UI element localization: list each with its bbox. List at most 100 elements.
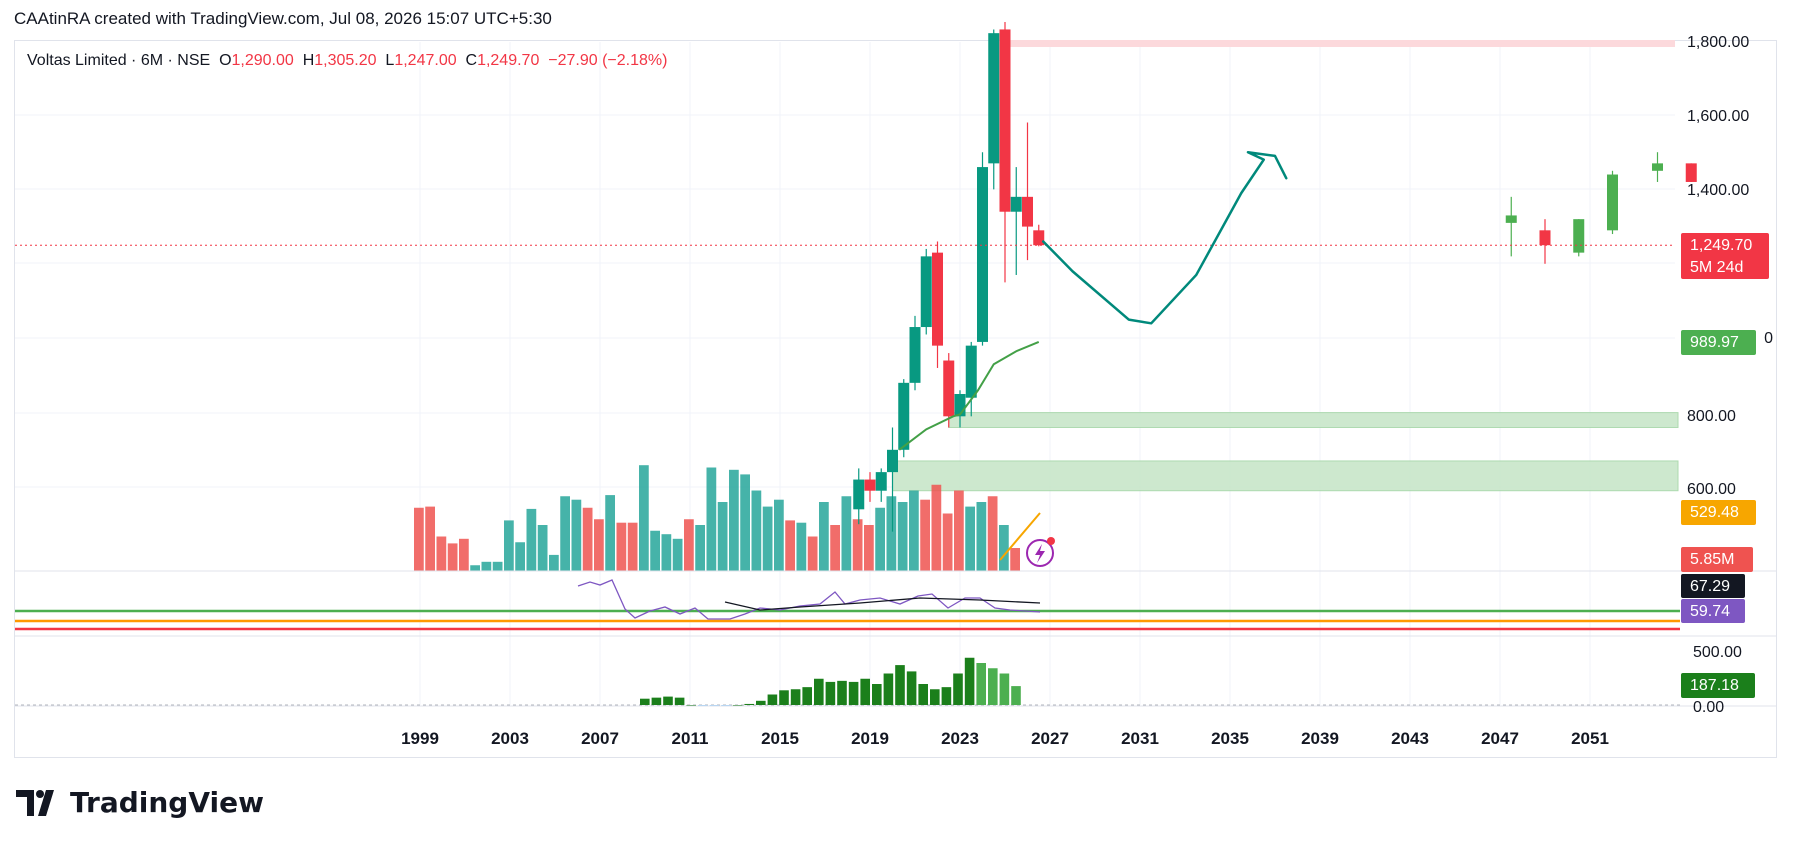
candle-body bbox=[887, 449, 898, 473]
volume-bar bbox=[886, 496, 897, 571]
volume-bar bbox=[965, 506, 975, 571]
tradingview-logo-text: TradingView bbox=[70, 786, 264, 819]
candle-body bbox=[943, 360, 955, 417]
macd-bar bbox=[663, 696, 673, 705]
volume-bar bbox=[672, 538, 683, 571]
rsi-value-tag-bg bbox=[1681, 574, 1745, 598]
volume-bar bbox=[695, 525, 705, 571]
volume-bar bbox=[639, 465, 649, 571]
y-axis-tick-label: 1,600.00 bbox=[1687, 108, 1749, 125]
x-axis-tick-label: 2003 bbox=[491, 729, 529, 748]
volume-bar bbox=[515, 542, 525, 571]
ma-value-tag-bg bbox=[1681, 330, 1756, 355]
volume-bar bbox=[931, 484, 942, 571]
volume-bar bbox=[830, 525, 840, 571]
macd-bar bbox=[953, 673, 963, 705]
legend-high-label: H bbox=[302, 52, 315, 69]
demand-zone bbox=[892, 460, 1679, 492]
volume-bar bbox=[492, 561, 503, 571]
volume-bar bbox=[785, 520, 795, 571]
candle-body bbox=[965, 345, 977, 398]
volume-bar bbox=[537, 525, 548, 571]
candle-body bbox=[875, 472, 887, 491]
volume-bar bbox=[436, 536, 447, 571]
volume-value-tag-text: 5.85M bbox=[1690, 551, 1734, 568]
candle-body bbox=[909, 327, 921, 383]
candles bbox=[15, 22, 1697, 567]
demand-zone bbox=[948, 412, 1679, 428]
candle-body bbox=[864, 479, 876, 491]
x-axis-tick-label: 2043 bbox=[1391, 729, 1429, 748]
rsi-ma-value-tag-text: 59.74 bbox=[1690, 603, 1730, 620]
volume-bar bbox=[605, 495, 615, 571]
macd-bar bbox=[814, 678, 824, 705]
rsi-value-tag-text: 67.29 bbox=[1690, 578, 1730, 595]
macd-bar bbox=[825, 681, 836, 705]
ma-line bbox=[898, 340, 1040, 451]
drawn-projection bbox=[1042, 150, 1288, 325]
last-price-tag-text: 1,249.70 bbox=[1690, 237, 1752, 254]
rsi-ma-value-tag-bg bbox=[1681, 599, 1745, 623]
volume-bar bbox=[909, 490, 919, 571]
legend-low-value: 1,247.00 bbox=[394, 52, 457, 69]
volume-bar bbox=[582, 507, 593, 571]
orange-indicator-line bbox=[999, 512, 1041, 561]
x-axis-tick-label: 2019 bbox=[851, 729, 889, 748]
alert-dot bbox=[1047, 537, 1055, 545]
volume-bar bbox=[920, 499, 930, 571]
candle-body bbox=[1022, 196, 1033, 227]
rsi-signal-line bbox=[724, 597, 1041, 611]
x-axis-tick-label: 2007 bbox=[581, 729, 619, 748]
volume-bar bbox=[729, 469, 739, 571]
volume-bar bbox=[852, 519, 863, 571]
x-axis-tick-label: 2047 bbox=[1481, 729, 1519, 748]
volume-bar bbox=[976, 502, 987, 571]
volume-bar bbox=[796, 522, 807, 571]
x-axis-tick-label: 2051 bbox=[1571, 729, 1609, 748]
macd-bar bbox=[883, 673, 894, 705]
macd-tick-label: 0.00 bbox=[1693, 699, 1724, 716]
legend-open-value: 1,290.00 bbox=[231, 52, 294, 69]
candle-body bbox=[1539, 230, 1551, 246]
candle-body bbox=[1685, 163, 1697, 182]
macd-bar bbox=[802, 687, 812, 705]
moving-average bbox=[898, 340, 1041, 561]
macd-bar bbox=[779, 690, 789, 705]
volume-bar bbox=[897, 502, 908, 571]
symbol-legend: Voltas Limited · 6M · NSE O1,290.00 H1,3… bbox=[27, 52, 667, 70]
volume-bar bbox=[819, 502, 829, 571]
volume-bar bbox=[807, 536, 818, 571]
orange-value-tag-text: 529.48 bbox=[1690, 504, 1739, 521]
volume-bar bbox=[864, 525, 874, 571]
x-axis-tick-label: 2023 bbox=[941, 729, 979, 748]
volume-bar bbox=[954, 490, 964, 571]
volume-bar bbox=[762, 506, 773, 571]
x-axis-tick-label: 2039 bbox=[1301, 729, 1339, 748]
rsi-pane bbox=[15, 579, 1680, 631]
macd-value-tag: 187.18 bbox=[1681, 673, 1755, 698]
legend-symbol: Voltas Limited · 6M · NSE bbox=[27, 52, 211, 69]
macd-bar bbox=[941, 687, 952, 705]
macd-value-tag-text: 187.18 bbox=[1690, 677, 1739, 694]
macd-bar bbox=[848, 681, 859, 705]
macd-bar bbox=[895, 665, 905, 705]
volume-value-tag: 5.85M bbox=[1681, 547, 1753, 572]
volume-bar bbox=[425, 506, 435, 571]
x-axis-tick-label: 2011 bbox=[672, 729, 709, 748]
legend-close-value: 1,249.70 bbox=[477, 52, 540, 69]
volume-bar bbox=[774, 499, 784, 571]
macd-bar bbox=[674, 697, 685, 705]
candle-body bbox=[1573, 219, 1585, 253]
y-axis-tick-label: 1,400.00 bbox=[1687, 182, 1749, 199]
macd-bar bbox=[872, 684, 882, 705]
legend-open-label: O bbox=[219, 52, 232, 69]
tradingview-logo[interactable]: TradingView bbox=[16, 786, 264, 819]
y-axis-tick-label: 600.00 bbox=[1687, 481, 1736, 498]
candle-body bbox=[853, 479, 865, 510]
lightning-icon bbox=[1035, 544, 1045, 563]
orange-value-tag: 529.48 bbox=[1681, 500, 1756, 525]
volume-bar bbox=[526, 508, 537, 571]
macd-bar bbox=[930, 689, 940, 705]
macd-bar bbox=[767, 694, 778, 705]
